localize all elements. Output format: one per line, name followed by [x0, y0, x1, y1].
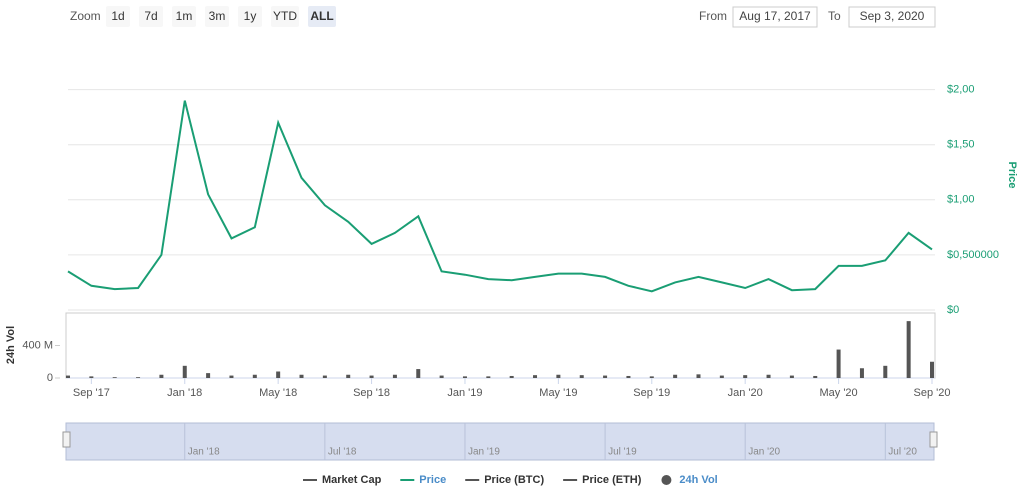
x-tick-label: Jan '19	[447, 387, 482, 399]
volume-bar	[930, 361, 934, 378]
legend-label[interactable]: Price (BTC)	[484, 474, 544, 486]
volume-bar	[206, 373, 211, 378]
volume-bar	[626, 375, 631, 378]
volume-bar	[649, 376, 654, 378]
zoom-button-label[interactable]: 7d	[144, 9, 157, 23]
x-tick-label: Sep '17	[73, 387, 110, 399]
zoom-button[interactable]	[238, 6, 262, 27]
x-tick-label: May '18	[259, 387, 297, 399]
volume-bar	[392, 374, 397, 378]
to-input[interactable]	[848, 6, 936, 28]
volume-bar	[112, 377, 117, 378]
pane-border	[65, 312, 936, 379]
volume-bar	[462, 376, 467, 378]
volume-bar	[673, 374, 678, 378]
volume-bar	[252, 374, 257, 378]
volume-bar	[883, 365, 888, 378]
navigator-handle[interactable]	[62, 431, 71, 448]
volume-bar	[789, 375, 794, 378]
navigator-handle[interactable]	[929, 431, 938, 448]
x-tick-label: May '20	[820, 387, 858, 399]
y-tick-label: $2,00	[947, 83, 975, 95]
zoom-button[interactable]	[172, 6, 196, 27]
volume-bar	[906, 321, 911, 378]
navigator-tick-label: Jul '18	[328, 447, 357, 458]
volume-bar	[696, 374, 701, 378]
price-line	[67, 100, 933, 293]
zoom-button-label[interactable]: 1y	[244, 9, 257, 23]
legend-label[interactable]: 24h Vol	[679, 474, 717, 486]
volume-bar	[486, 376, 491, 378]
volume-bar	[416, 369, 421, 378]
x-tick-label: Sep '19	[633, 387, 670, 399]
volume-bar	[276, 371, 281, 378]
zoom-button-label[interactable]: 1d	[111, 9, 124, 23]
zoom-button[interactable]	[139, 6, 163, 27]
zoom-button[interactable]	[308, 6, 336, 27]
volume-bar	[859, 368, 864, 378]
x-tick-label: Jan '18	[167, 387, 202, 399]
volume-bar	[579, 375, 584, 378]
volume-bar	[89, 376, 94, 378]
from-input[interactable]	[732, 6, 818, 28]
volume-bar	[743, 375, 748, 378]
volume-bar	[439, 375, 444, 378]
volume-bar	[159, 374, 164, 378]
y-tick-label: $0,500000	[947, 249, 999, 261]
x-tick-label: May '19	[539, 387, 577, 399]
y-axis-title: Price	[1006, 162, 1018, 189]
zoom-button[interactable]	[205, 6, 229, 27]
volume-bar	[603, 375, 608, 378]
navigator-tick-label: Jan '20	[748, 447, 780, 458]
volume-bar	[322, 375, 327, 378]
volume-bar	[66, 375, 70, 378]
y-tick-label: $0	[947, 304, 959, 316]
navigator-tick-label: Jul '20	[888, 447, 917, 458]
volume-bar	[533, 375, 538, 378]
to-label: To	[828, 9, 841, 23]
zoom-button-label[interactable]: 3m	[209, 9, 226, 23]
volume-bar	[346, 374, 351, 378]
volume-bar	[766, 374, 771, 378]
legend-label[interactable]: Price (ETH)	[582, 474, 642, 486]
x-tick-label: Jan '20	[728, 387, 763, 399]
y-tick-label: 0	[47, 372, 53, 384]
x-tick-label: Sep '18	[353, 387, 390, 399]
y-tick-label: 400 M	[22, 339, 53, 351]
volume-bar	[719, 375, 724, 378]
legend-label[interactable]: Market Cap	[322, 474, 382, 486]
volume-bar	[369, 375, 374, 378]
y-axis-title: 24h Vol	[5, 326, 17, 364]
volume-bar	[509, 375, 514, 378]
legend-symbol[interactable]	[661, 475, 672, 485]
legend-label[interactable]: Price	[419, 474, 446, 486]
zoom-button-label[interactable]: ALL	[310, 9, 333, 23]
zoom-button[interactable]	[106, 6, 130, 27]
navigator-window[interactable]	[65, 422, 935, 461]
zoom-button-label[interactable]: YTD	[273, 9, 297, 23]
volume-bar	[136, 377, 141, 378]
volume-bar	[182, 365, 187, 378]
volume-bar	[229, 375, 234, 378]
zoom-button-label[interactable]: 1m	[176, 9, 193, 23]
navigator-tick-label: Jan '18	[188, 447, 220, 458]
from-value[interactable]: Aug 17, 2017	[739, 9, 811, 23]
volume-bar	[556, 374, 561, 378]
volume-bar	[813, 375, 818, 378]
y-tick-label: $1,00	[947, 194, 975, 206]
volume-bar	[836, 349, 841, 378]
y-tick-label: $1,50	[947, 139, 975, 151]
to-value[interactable]: Sep 3, 2020	[860, 9, 925, 23]
from-label: From	[699, 9, 727, 23]
navigator-tick-label: Jul '19	[608, 447, 637, 458]
zoom-button[interactable]	[271, 6, 299, 27]
volume-bar	[299, 374, 304, 378]
zoom-label: Zoom	[70, 9, 101, 23]
navigator-tick-label: Jan '19	[468, 447, 500, 458]
x-tick-label: Sep '20	[914, 387, 951, 399]
